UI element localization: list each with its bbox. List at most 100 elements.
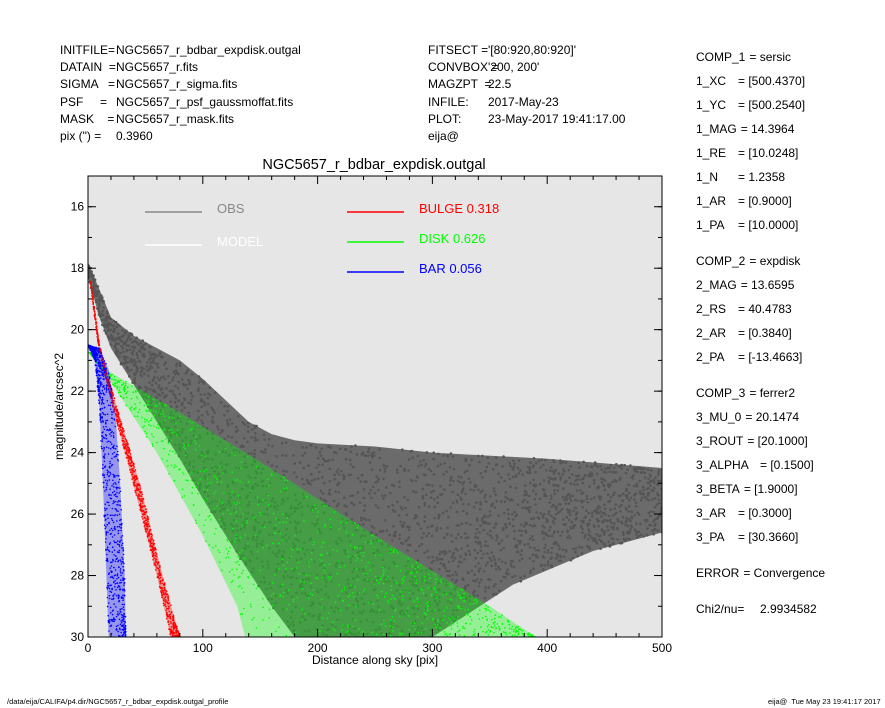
data-point-disk: [311, 594, 314, 596]
data-point-obs: [559, 555, 563, 559]
data-point-obs: [449, 534, 453, 537]
data-point-disk: [456, 622, 459, 624]
data-point-obs: [561, 473, 565, 476]
data-point-disk: [227, 556, 230, 559]
data-point-bar: [115, 594, 118, 597]
data-point-obs: [478, 460, 481, 464]
data-point-disk: [409, 572, 412, 574]
data-point-bar: [121, 535, 124, 537]
data-point-obs: [132, 358, 136, 362]
data-point-obs: [439, 485, 442, 488]
data-point-disk: [450, 598, 452, 601]
data-point-disk: [374, 554, 377, 557]
data-point-disk: [391, 594, 394, 597]
data-point-obs: [598, 538, 601, 542]
data-point-obs: [88, 264, 91, 268]
data-point-obs: [624, 523, 627, 527]
data-point-bar: [119, 559, 122, 561]
data-point-obs: [439, 463, 443, 466]
data-point-disk: [246, 455, 249, 458]
data-point-disk: [296, 548, 299, 550]
data-point-obs: [217, 428, 220, 431]
data-point-bulge: [94, 317, 96, 319]
data-point-obs: [144, 385, 147, 389]
data-point-disk: [204, 499, 206, 502]
data-point-obs: [496, 536, 499, 539]
data-point-disk: [275, 524, 277, 527]
data-point-obs: [143, 355, 146, 359]
data-point-obs: [546, 560, 550, 564]
data-point-disk: [215, 477, 217, 480]
data-point-obs: [640, 496, 644, 500]
data-point-obs: [159, 424, 163, 428]
data-point-obs: [479, 501, 482, 504]
data-point-obs: [295, 531, 298, 534]
data-point-obs: [197, 375, 201, 378]
data-point-disk: [141, 416, 143, 419]
data-point-disk: [375, 579, 378, 581]
data-point-disk: [457, 605, 459, 607]
data-point-bar: [120, 526, 122, 529]
data-point-obs: [155, 396, 158, 399]
data-point-disk: [514, 627, 517, 630]
data-point-disk: [380, 623, 383, 626]
data-point-obs: [521, 500, 524, 504]
data-point-obs: [574, 513, 577, 516]
data-point-obs: [362, 570, 365, 573]
data-point-obs: [598, 506, 602, 510]
data-point-obs: [646, 527, 649, 530]
data-point-obs: [188, 382, 191, 386]
data-point-disk: [199, 478, 201, 481]
header-left-value: NGC5657_r_sigma.fits: [116, 77, 238, 92]
data-point-obs: [134, 372, 138, 375]
data-point-disk: [323, 504, 326, 507]
data-point-obs: [203, 490, 206, 494]
data-point-obs: [171, 379, 174, 382]
data-point-obs: [513, 462, 516, 466]
data-point-disk: [423, 612, 426, 614]
data-point-disk: [222, 513, 225, 515]
data-point-obs: [414, 565, 418, 568]
data-point-obs: [271, 444, 274, 448]
data-point-bulge: [135, 475, 138, 478]
data-point-disk: [508, 624, 511, 626]
data-point-bulge: [150, 535, 153, 538]
data-point-obs: [477, 562, 480, 565]
data-point-obs: [541, 488, 545, 491]
data-point-disk: [271, 542, 274, 545]
data-point-disk: [160, 413, 162, 415]
data-point-obs: [540, 458, 544, 461]
data-point-disk: [460, 588, 462, 590]
data-point-obs: [97, 313, 101, 316]
data-point-disk: [194, 440, 196, 443]
data-point-obs: [238, 450, 241, 454]
data-point-bar: [106, 513, 109, 516]
data-point-obs: [362, 602, 366, 605]
data-point-disk: [383, 622, 385, 625]
data-point-obs: [561, 461, 565, 464]
data-point-disk: [169, 450, 171, 452]
data-point-disk: [165, 404, 167, 406]
data-point-obs: [345, 591, 348, 594]
data-point-disk: [156, 441, 158, 444]
data-point-obs: [477, 570, 481, 573]
data-point-obs: [416, 607, 420, 611]
data-point-obs: [181, 378, 184, 381]
data-point-obs: [487, 586, 491, 589]
data-point-disk: [416, 598, 419, 600]
data-point-disk: [383, 633, 385, 636]
data-point-bulge: [134, 469, 137, 471]
data-point-bar: [122, 624, 124, 626]
data-point-disk: [460, 596, 463, 599]
data-point-disk: [166, 459, 168, 462]
data-point-bar: [114, 593, 116, 595]
data-point-obs: [587, 522, 591, 526]
data-point-obs: [643, 471, 647, 475]
data-point-disk: [487, 629, 490, 631]
data-point-obs: [229, 496, 232, 499]
data-point-disk: [247, 576, 250, 579]
data-point-obs: [351, 611, 355, 615]
data-point-obs: [284, 570, 287, 573]
data-point-disk: [207, 516, 210, 518]
data-point-obs: [141, 339, 144, 343]
